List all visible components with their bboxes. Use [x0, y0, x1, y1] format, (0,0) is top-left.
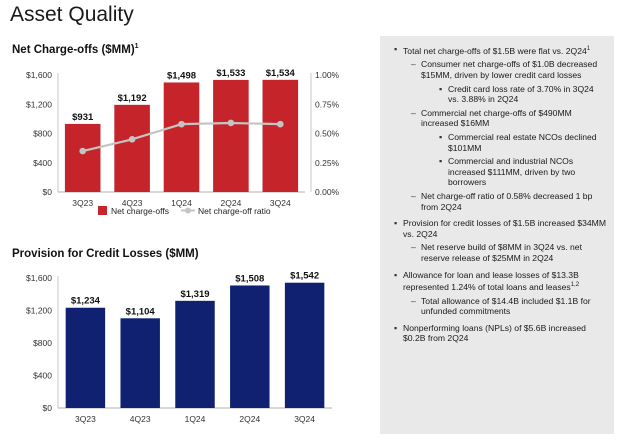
provision-bar — [284, 282, 325, 408]
nco-ratio-point — [128, 136, 136, 143]
nco-y-tick-label: $800 — [33, 129, 52, 139]
nco-bar — [64, 123, 101, 192]
legend-label-net-charge-offs: Net charge-offs — [111, 206, 169, 216]
ncos-title-footnote: 1 — [134, 43, 139, 50]
provision-bar — [230, 285, 270, 408]
provision-bar — [120, 318, 160, 408]
nco-bar-value-label: $1,534 — [266, 68, 296, 79]
sub-bullet-text: Consumer net charge-offs of $1.0B decrea… — [421, 59, 598, 81]
nco-ratio-label: 0.58% — [270, 130, 292, 139]
sub-sub-bullet-cni: Commercial and industrial NCOs increased… — [439, 156, 606, 188]
provision-x-tick-label: 2Q24 — [239, 414, 260, 424]
bullet-text: Provision for credit losses of $1.5B inc… — [403, 218, 607, 239]
provision-bar-value-label: $1,104 — [126, 306, 156, 317]
bullet-allowance: Allowance for loan and lease losses of $… — [394, 270, 606, 317]
nco-bar — [213, 79, 249, 192]
provision-bar-value-label: $1,319 — [180, 289, 209, 300]
nco-ratio-label: 0.45% — [121, 145, 143, 154]
legend-swatch-ratio-point — [185, 207, 191, 214]
provision-bar-value-label: $1,508 — [235, 273, 264, 284]
nco-y-tick-label: $400 — [33, 158, 52, 168]
bullet-npls: Nonperforming loans (NPLs) of $5.6B incr… — [394, 323, 606, 344]
nco-y-tick-label: $0 — [43, 187, 53, 197]
nco-y2-tick-label: 0.00% — [315, 187, 340, 197]
footnote-ref: 1,2 — [570, 282, 580, 289]
nco-y-tick-label: $1,200 — [26, 99, 52, 109]
nco-y2-tick-label: 0.75% — [315, 99, 340, 109]
nco-ratio-label: 0.35% — [72, 157, 94, 166]
bullet-net-charge-offs: Total net charge-offs of $1.5B were flat… — [394, 44, 606, 212]
nco-ratio-point — [277, 120, 284, 128]
bullet-text: Total net charge-offs of $1.5B were flat… — [403, 45, 587, 56]
nco-bar — [114, 104, 150, 192]
commentary-panel: Total net charge-offs of $1.5B were flat… — [380, 36, 614, 434]
page-title: Asset Quality — [10, 3, 134, 26]
provision-y-tick-label: $1,600 — [26, 273, 52, 283]
nco-ratio-point — [178, 120, 185, 128]
nco-bar-value-label: $931 — [72, 112, 94, 123]
legend-label-net-charge-off-ratio: Net charge-off ratio — [198, 206, 271, 216]
provision-chart-title: Provision for Credit Losses ($MM) — [12, 248, 199, 260]
provision-y-tick-label: $400 — [33, 371, 52, 381]
sub-sub-bullet-card-loss: Credit card loss rate of 3.70% in 3Q24 v… — [439, 84, 606, 105]
ncos-chart-title: Net Charge-offs ($MM)1 — [12, 43, 139, 56]
nco-bar-value-label: $1,192 — [118, 93, 147, 104]
provision-x-tick-label: 3Q24 — [294, 414, 315, 424]
nco-y-tick-label: $1,600 — [26, 70, 52, 80]
provision-bar — [175, 300, 215, 408]
provision-y-tick-label: $1,200 — [26, 306, 52, 316]
provision-x-tick-label: 4Q23 — [130, 414, 151, 424]
nco-x-tick-label: 3Q24 — [270, 198, 291, 208]
nco-x-tick-label: 4Q23 — [122, 198, 143, 208]
provision-bar-value-label: $1,234 — [71, 296, 101, 307]
bullet-provision: Provision for credit losses of $1.5B inc… — [394, 218, 606, 263]
sub-bullet-reserve-build: Net reserve build of $8MM in 3Q24 vs. ne… — [411, 242, 606, 263]
provision-x-tick-label: 3Q23 — [75, 414, 96, 424]
sub-bullet-total-allowance: Total allowance of $14.4B included $1.1B… — [411, 296, 606, 317]
nco-y2-tick-label: 0.50% — [315, 129, 340, 139]
legend-swatch-net-charge-offs — [98, 206, 107, 215]
sub-bullet-nco-ratio: Net charge-off ratio of 0.58% decreased … — [411, 191, 606, 212]
nco-bar — [262, 79, 299, 192]
ncos-chart-title-text: Net Charge-offs ($MM) — [12, 43, 135, 56]
sub-bullet-consumer: Consumer net charge-offs of $1.0B decrea… — [411, 59, 606, 104]
sub-bullet-commercial: Commercial net charge-offs of $490MM inc… — [411, 108, 606, 188]
nco-x-tick-label: 1Q24 — [171, 198, 192, 208]
provision-x-tick-label: 1Q24 — [185, 414, 206, 424]
nco-ratio-label: 0.59% — [220, 129, 242, 138]
nco-ratio-point — [227, 119, 235, 127]
nco-x-tick-label: 2Q24 — [221, 198, 242, 208]
nco-ratio-label: 0.58% — [171, 130, 193, 139]
nco-bar-value-label: $1,498 — [167, 70, 196, 81]
provision-y-tick-label: $800 — [33, 338, 52, 348]
nco-bar-value-label: $1,533 — [216, 68, 245, 79]
provision-bar — [65, 307, 106, 408]
sub-bullet-text: Commercial net charge-offs of $490MM inc… — [421, 107, 572, 129]
nco-y2-tick-label: 1.00% — [315, 70, 340, 80]
nco-ratio-point — [79, 147, 86, 155]
nco-bar — [163, 82, 200, 192]
provision-y-tick-label: $0 — [43, 403, 53, 413]
provision-bar-value-label: $1,542 — [290, 271, 319, 282]
nco-y2-tick-label: 0.25% — [315, 158, 340, 168]
nco-x-tick-label: 3Q23 — [72, 198, 93, 208]
sub-sub-bullet-cre: Commercial real estate NCOs declined $10… — [439, 132, 606, 153]
bullet-text: Allowance for loan and lease losses of $… — [403, 269, 579, 292]
footnote-ref: 1 — [586, 46, 591, 52]
